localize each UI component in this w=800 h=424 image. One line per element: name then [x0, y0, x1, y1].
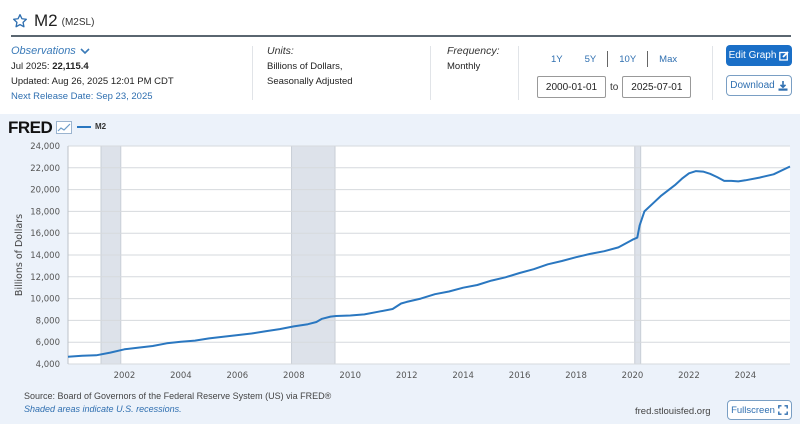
chart-source: Source: Board of Governors of the Federa…: [24, 390, 331, 416]
divider: [647, 51, 649, 67]
range-max-link[interactable]: Max: [659, 53, 678, 65]
x-tick-label: 2022: [678, 371, 700, 381]
observations-label: Observations: [11, 45, 76, 57]
range-selector: 1Y 5Y 10Y Max: [540, 48, 688, 70]
to-label: to: [610, 81, 619, 93]
x-tick-label: 2002: [114, 371, 136, 381]
updated-text: Updated: Aug 26, 2025 12:01 PM CDT: [11, 76, 174, 87]
start-date-input[interactable]: 2000-01-01: [537, 76, 606, 98]
fullscreen-label: Fullscreen: [731, 404, 775, 416]
frequency-label: Frequency:: [447, 45, 500, 57]
title-divider: [11, 35, 791, 37]
units-line1: Billions of Dollars,: [267, 61, 343, 72]
y-tick-label: 22,000: [30, 164, 60, 174]
range-1y-link[interactable]: 1Y: [551, 53, 563, 65]
x-tick-label: 2010: [339, 371, 361, 381]
site-url: fred.stlouisfed.org: [635, 406, 711, 417]
range-5y-link[interactable]: 5Y: [584, 53, 597, 65]
y-tick-label: 24,000: [30, 142, 60, 152]
x-tick-label: 2024: [735, 371, 757, 381]
chevron-down-icon: [80, 48, 90, 55]
y-axis-label: Billions of Dollars: [14, 214, 25, 296]
divider: [607, 51, 609, 67]
edit-graph-label: Edit Graph: [728, 50, 777, 61]
y-tick-label: 20,000: [30, 186, 60, 196]
x-tick-label: 2004: [170, 371, 192, 381]
observations-dropdown[interactable]: Observations: [11, 44, 174, 59]
y-tick-label: 14,000: [30, 251, 60, 261]
frequency-panel: Frequency: Monthly: [447, 44, 500, 74]
x-tick-label: 2020: [622, 371, 644, 381]
divider: [518, 46, 519, 100]
chart-legend: M2: [77, 122, 106, 131]
frequency-value: Monthly: [447, 61, 481, 72]
y-tick-label: 10,000: [30, 295, 60, 305]
series-id: (M2SL): [61, 17, 95, 28]
edit-graph-button[interactable]: Edit Graph: [726, 45, 792, 66]
download-button[interactable]: Download: [726, 75, 792, 96]
fred-logo: FRED: [8, 118, 53, 137]
legend-label-m2: M2: [95, 122, 107, 131]
latest-value: 22,115.4: [52, 61, 89, 72]
units-panel: Units: Billions of Dollars, Seasonally A…: [267, 44, 353, 89]
star-icon[interactable]: [12, 13, 28, 29]
x-tick-label: 2016: [509, 371, 531, 381]
next-release-link[interactable]: Next Release Date: Sep 23, 2025: [11, 91, 153, 102]
latest-period: Jul 2025:: [11, 61, 50, 72]
download-icon: [778, 80, 788, 91]
y-tick-label: 4,000: [36, 360, 60, 370]
date-range: 2000-01-01 to 2025-07-01: [537, 76, 692, 98]
source-text: Source: Board of Governors of the Federa…: [24, 391, 332, 401]
divider: [252, 46, 253, 100]
x-tick-label: 2008: [283, 371, 305, 381]
observations-panel: Observations Jul 2025: 22,115.4 Updated:…: [11, 44, 174, 104]
series-title-row: M2 (M2SL): [12, 10, 94, 32]
end-date-input[interactable]: 2025-07-01: [622, 76, 692, 98]
x-tick-label: 2018: [565, 371, 587, 381]
x-tick-label: 2014: [452, 371, 474, 381]
y-tick-label: 6,000: [36, 338, 60, 348]
fred-chart-icon: [56, 121, 72, 134]
latest-observation: Jul 2025: 22,115.4: [11, 59, 174, 74]
recession-note-link[interactable]: Shaded areas indicate U.S. recessions.: [24, 404, 182, 414]
download-label: Download: [730, 80, 775, 91]
legend-swatch-m2: [77, 125, 91, 128]
x-tick-label: 2012: [396, 371, 418, 381]
series-title: M2: [34, 11, 58, 30]
units-line2: Seasonally Adjusted: [267, 76, 353, 87]
fullscreen-button[interactable]: Fullscreen: [727, 400, 792, 420]
y-tick-label: 16,000: [30, 229, 60, 239]
range-10y-link[interactable]: 10Y: [619, 53, 637, 65]
divider: [430, 46, 431, 100]
fullscreen-icon: [778, 405, 788, 415]
units-label: Units:: [267, 45, 294, 57]
x-tick-label: 2006: [227, 371, 249, 381]
y-tick-label: 12,000: [30, 273, 60, 283]
y-tick-label: 18,000: [30, 207, 60, 217]
series-line-m2: [67, 165, 791, 358]
edit-icon: [779, 50, 790, 61]
divider: [712, 46, 713, 100]
y-tick-label: 8,000: [36, 316, 60, 326]
